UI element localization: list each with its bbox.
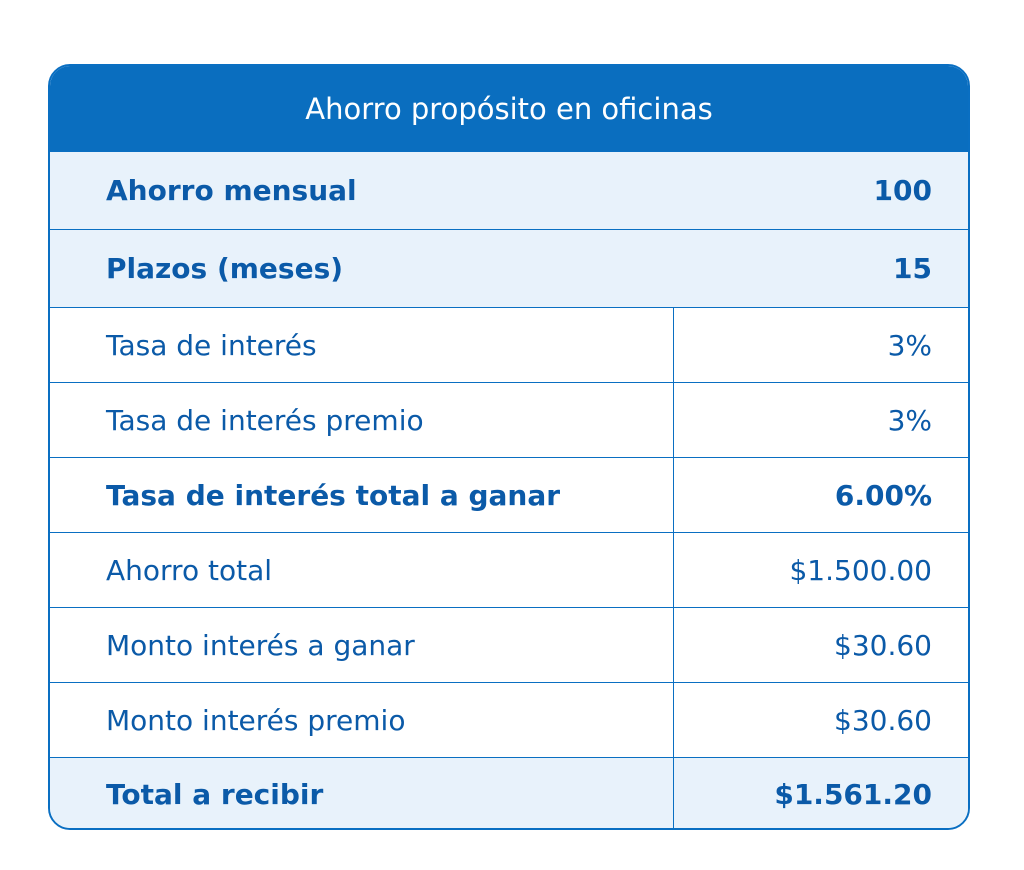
row-label: Plazos (meses): [50, 252, 893, 285]
table-row-tasa-total: Tasa de interés total a ganar 6.00%: [50, 458, 968, 533]
row-value: 3%: [674, 383, 968, 457]
row-value: $1.561.20: [674, 758, 968, 830]
row-value: 3%: [674, 308, 968, 382]
row-label: Monto interés a ganar: [50, 608, 674, 682]
table-row-tasa-interes: Tasa de interés 3%: [50, 308, 968, 383]
row-value: $30.60: [674, 608, 968, 682]
row-label: Tasa de interés premio: [50, 383, 674, 457]
row-value: $1.500.00: [674, 533, 968, 607]
row-value: 6.00%: [674, 458, 968, 532]
row-label: Tasa de interés total a ganar: [50, 458, 674, 532]
row-label: Ahorro mensual: [50, 174, 874, 207]
table-row-ahorro-mensual: Ahorro mensual 100: [50, 152, 968, 230]
row-value: 15: [893, 252, 968, 285]
row-label: Total a recibir: [50, 758, 674, 830]
table-row-monto-premio: Monto interés premio $30.60: [50, 683, 968, 758]
row-label: Ahorro total: [50, 533, 674, 607]
row-value: 100: [874, 174, 968, 207]
row-label: Monto interés premio: [50, 683, 674, 757]
table-row-ahorro-total: Ahorro total $1.500.00: [50, 533, 968, 608]
savings-table-card: Ahorro propósito en oficinas Ahorro mens…: [48, 64, 970, 830]
table-row-monto-interes: Monto interés a ganar $30.60: [50, 608, 968, 683]
table-title: Ahorro propósito en oficinas: [50, 66, 968, 152]
table-row-plazos: Plazos (meses) 15: [50, 230, 968, 308]
table-row-tasa-premio: Tasa de interés premio 3%: [50, 383, 968, 458]
table-row-total-recibir: Total a recibir $1.561.20: [50, 758, 968, 830]
row-label: Tasa de interés: [50, 308, 674, 382]
row-value: $30.60: [674, 683, 968, 757]
